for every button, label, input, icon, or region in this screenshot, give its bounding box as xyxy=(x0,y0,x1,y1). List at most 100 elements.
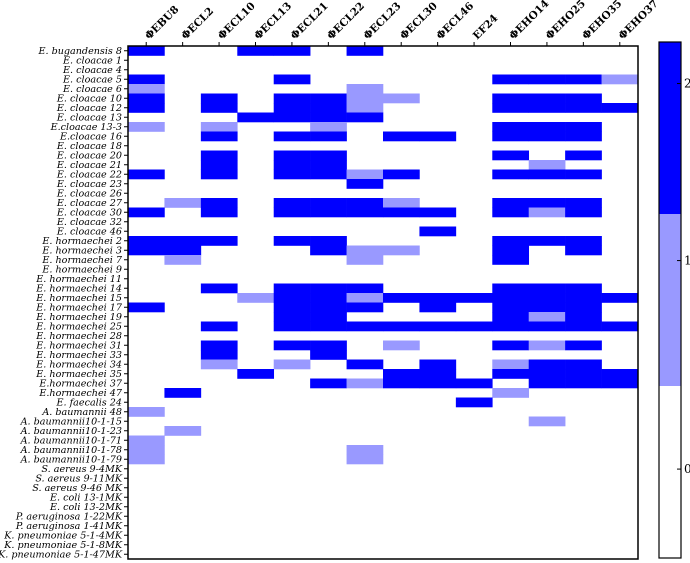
heatmap-cell xyxy=(200,93,238,104)
heatmap-cell xyxy=(310,302,347,313)
heatmap-cell xyxy=(601,321,639,332)
heatmap-cell xyxy=(200,198,238,208)
heatmap-cell xyxy=(346,283,384,294)
heatmap-cell xyxy=(164,236,202,246)
column-label: ΦECL13 xyxy=(252,0,294,42)
heatmap-cell xyxy=(528,198,566,208)
row-label: E. cloacae 30 xyxy=(56,208,122,219)
row-label: E. cloacae 18 xyxy=(56,141,122,152)
row-label: E. coli 13-1MK xyxy=(49,493,123,504)
row-label: A. baumannii10-1-79 xyxy=(20,455,122,466)
heatmap-cell xyxy=(273,93,311,104)
heatmap-cell xyxy=(310,283,347,294)
heatmap-cell xyxy=(128,302,165,313)
heatmap-cell xyxy=(164,255,202,265)
heatmap-cell xyxy=(419,302,457,313)
heatmap-cell xyxy=(565,340,602,351)
heatmap-cell xyxy=(565,198,602,208)
heatmap-cell xyxy=(528,207,566,218)
heatmap-cell xyxy=(273,236,311,246)
heatmap-cell xyxy=(492,131,530,142)
heatmap-cell xyxy=(492,359,530,370)
heatmap-cell xyxy=(310,160,347,170)
heatmap-cell xyxy=(310,207,347,218)
row-label: E. hormaechei 3 xyxy=(41,246,122,257)
heatmap-cell xyxy=(492,340,530,351)
heatmap-cell xyxy=(528,283,566,294)
heatmap-cell xyxy=(601,378,639,389)
heatmap-cell xyxy=(528,321,566,332)
heatmap-cell xyxy=(128,122,165,132)
row-label: E. cloacae 23 xyxy=(56,179,122,190)
heatmap-cell xyxy=(565,207,602,218)
heatmap-cell xyxy=(492,369,530,379)
column-label: ΦECL2 xyxy=(179,5,216,42)
heatmap-cell xyxy=(164,388,202,398)
heatmap-cell xyxy=(419,378,457,389)
heatmap-cell xyxy=(128,245,165,256)
heatmap-cell xyxy=(346,46,384,56)
heatmap-cells xyxy=(128,46,639,465)
colorbar-tick-label: 1 xyxy=(684,254,690,268)
heatmap-cell xyxy=(528,93,566,104)
heatmap-cell xyxy=(528,169,566,180)
heatmap-cell xyxy=(310,103,347,113)
heatmap-cell xyxy=(528,103,566,113)
heatmap-cell xyxy=(346,293,384,303)
heatmap-cell xyxy=(528,122,566,132)
heatmap-cell xyxy=(346,359,384,370)
heatmap-cell xyxy=(383,245,420,256)
heatmap-cell xyxy=(492,302,530,313)
heatmap-cell xyxy=(310,378,347,389)
heatmap-cell xyxy=(492,93,530,104)
heatmap-cell xyxy=(492,321,530,332)
column-label: ΦECL30 xyxy=(398,0,440,42)
heatmap-cell xyxy=(273,312,311,322)
heatmap-cell xyxy=(346,454,384,465)
row-label: K. pneumoniae 5-1-47MK xyxy=(0,550,123,561)
heatmap-cell xyxy=(601,103,639,113)
heatmap-cell xyxy=(492,283,530,294)
heatmap-cell xyxy=(346,302,384,313)
heatmap-cell xyxy=(455,378,493,389)
row-label: E. hormaechei 31 xyxy=(35,341,122,352)
heatmap-cell xyxy=(565,131,602,142)
heatmap-cell xyxy=(528,378,566,389)
heatmap-cell xyxy=(383,321,420,332)
row-label: P. aeruginosa 1-41MK xyxy=(15,521,123,532)
heatmap-cell xyxy=(492,245,530,256)
heatmap-cell xyxy=(419,207,457,218)
heatmap-cell xyxy=(346,169,384,180)
colorbar: 2 1 0 xyxy=(658,41,690,559)
heatmap-cell xyxy=(565,321,602,332)
heatmap-cell xyxy=(528,160,566,170)
heatmap-cell xyxy=(346,255,384,265)
row-label: S. aereus 9-46 MK xyxy=(32,483,123,494)
heatmap-cell xyxy=(200,160,238,170)
heatmap-cell xyxy=(310,312,347,322)
heatmap-cell xyxy=(273,340,311,351)
heatmap-cell xyxy=(528,340,566,351)
heatmap-cell xyxy=(528,131,566,142)
heatmap-cell xyxy=(273,302,311,313)
heatmap-cell xyxy=(492,255,530,265)
heatmap-cell xyxy=(492,169,530,180)
heatmap-cell xyxy=(528,359,566,370)
column-label: ΦECL22 xyxy=(325,0,367,42)
row-label: E.hormaechei 47 xyxy=(38,388,123,399)
row-label: K. pneumoniae 5-1-4MK xyxy=(3,531,123,542)
heatmap-cell xyxy=(565,378,602,389)
heatmap-cell xyxy=(128,46,165,56)
heatmap-cell xyxy=(383,93,420,104)
heatmap-cell xyxy=(128,236,165,246)
heatmap-cell xyxy=(528,293,566,303)
column-label: EF24 xyxy=(471,12,501,42)
heatmap-cell xyxy=(273,112,311,123)
heatmap-cell xyxy=(273,359,311,370)
heatmap-cell xyxy=(601,74,639,85)
row-ticks xyxy=(124,50,128,555)
heatmap-cell xyxy=(310,236,347,246)
heatmap-cell xyxy=(310,293,347,303)
colorbar-frame xyxy=(658,41,682,559)
